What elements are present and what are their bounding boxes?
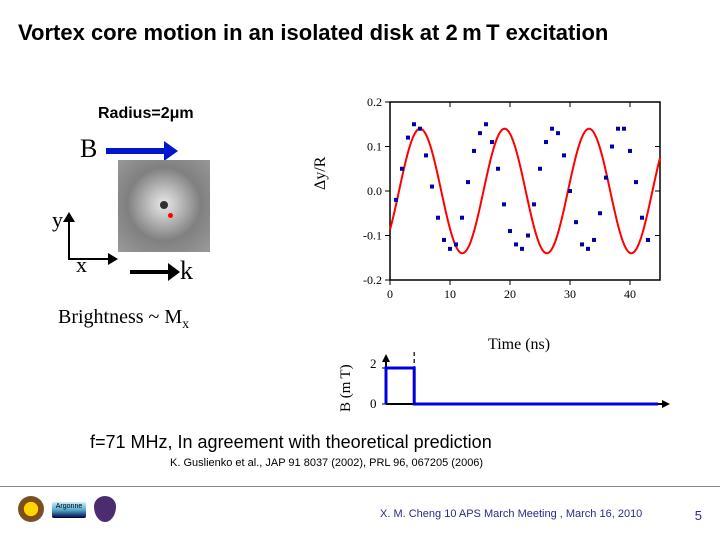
svg-text:0.2: 0.2 <box>367 95 382 109</box>
institution-logo-1-icon <box>18 496 44 522</box>
slide-title: Vortex core motion in an isolated disk a… <box>18 20 608 46</box>
page-number: 5 <box>695 508 702 523</box>
vortex-red-marker <box>168 213 173 218</box>
axis-x-label: x <box>76 252 87 278</box>
B-arrowhead-icon <box>164 141 178 161</box>
axis-x-arrowhead-icon <box>108 253 118 265</box>
wavevector-k-label: k <box>180 256 193 286</box>
B-arrow-icon <box>106 148 166 154</box>
chart-y-axis-label: Δy/R <box>312 157 330 190</box>
conclusion-text: f=71 MHz, In agreement with theoretical … <box>90 432 492 453</box>
brightness-caption: Brightness ~ Mx <box>58 306 189 333</box>
k-arrowhead-icon <box>168 263 180 281</box>
footer-attribution: X. M. Cheng 10 APS March Meeting , March… <box>380 508 642 520</box>
pulse-chart <box>358 352 678 410</box>
argonne-logo-text: Argonne <box>52 503 86 510</box>
svg-text:0: 0 <box>387 287 393 301</box>
vortex-core-dot <box>160 201 168 209</box>
citation-text: K. Guslienko et al., JAP 91 8037 (2002),… <box>170 457 483 469</box>
radius-label: Radius=2μm <box>98 105 194 123</box>
svg-text:20: 20 <box>504 287 516 301</box>
svg-text:-0.1: -0.1 <box>363 229 382 243</box>
oscillation-chart: -0.2 -0.1 0.0 0.1 0.2 0 10 20 30 40 <box>348 92 670 310</box>
field-B-label: B <box>80 134 97 164</box>
svg-text:40: 40 <box>624 287 636 301</box>
axis-y-arrowhead-icon <box>63 212 75 222</box>
institution-logo-2-icon <box>94 496 116 522</box>
pulse-y-axis-label: B (m T) <box>338 364 355 412</box>
svg-text:0.0: 0.0 <box>367 184 382 198</box>
axis-y-label: y <box>52 207 63 233</box>
svg-text:0.1: 0.1 <box>367 140 382 154</box>
axis-x-icon <box>68 258 110 260</box>
svg-text:-0.2: -0.2 <box>363 273 382 287</box>
svg-text:10: 10 <box>444 287 456 301</box>
footer-divider <box>0 486 720 487</box>
k-arrow-icon <box>130 270 170 274</box>
svg-text:30: 30 <box>564 287 576 301</box>
axis-y-icon <box>68 218 70 260</box>
